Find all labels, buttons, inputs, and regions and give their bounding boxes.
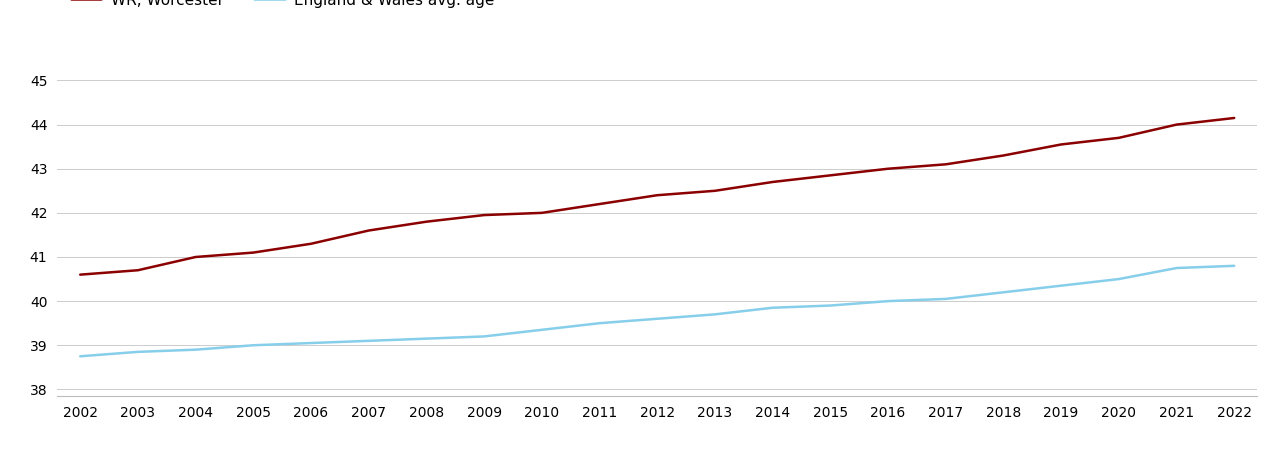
England & Wales avg. age	[188, 347, 203, 352]
WR, Worcester	[361, 228, 376, 233]
England & Wales avg. age	[72, 354, 88, 359]
WR, Worcester	[72, 272, 88, 277]
WR, Worcester	[188, 254, 203, 260]
WR, Worcester	[880, 166, 895, 171]
Line: WR, Worcester: WR, Worcester	[80, 118, 1234, 274]
WR, Worcester	[823, 173, 838, 178]
WR, Worcester	[765, 179, 780, 184]
WR, Worcester	[592, 201, 607, 207]
England & Wales avg. age	[880, 298, 895, 304]
England & Wales avg. age	[476, 334, 491, 339]
England & Wales avg. age	[996, 290, 1011, 295]
England & Wales avg. age	[765, 305, 780, 310]
WR, Worcester	[419, 219, 434, 225]
WR, Worcester	[131, 268, 146, 273]
WR, Worcester	[939, 162, 954, 167]
WR, Worcester	[996, 153, 1011, 158]
England & Wales avg. age	[823, 303, 838, 308]
Legend: WR, Worcester, England & Wales avg. age: WR, Worcester, England & Wales avg. age	[65, 0, 500, 14]
England & Wales avg. age	[304, 340, 319, 346]
England & Wales avg. age	[1227, 263, 1242, 269]
WR, Worcester	[304, 241, 319, 247]
WR, Worcester	[245, 250, 260, 255]
England & Wales avg. age	[131, 349, 146, 355]
Line: England & Wales avg. age: England & Wales avg. age	[80, 266, 1234, 356]
England & Wales avg. age	[1111, 276, 1126, 282]
WR, Worcester	[476, 212, 491, 218]
England & Wales avg. age	[1168, 266, 1184, 271]
England & Wales avg. age	[419, 336, 434, 342]
England & Wales avg. age	[649, 316, 664, 321]
England & Wales avg. age	[535, 327, 550, 333]
WR, Worcester	[649, 193, 664, 198]
England & Wales avg. age	[1054, 283, 1069, 288]
England & Wales avg. age	[361, 338, 376, 343]
England & Wales avg. age	[592, 320, 607, 326]
England & Wales avg. age	[707, 312, 723, 317]
WR, Worcester	[1111, 135, 1126, 140]
England & Wales avg. age	[245, 342, 260, 348]
WR, Worcester	[1054, 142, 1069, 147]
WR, Worcester	[1168, 122, 1184, 127]
WR, Worcester	[535, 210, 550, 216]
England & Wales avg. age	[939, 296, 954, 302]
WR, Worcester	[1227, 115, 1242, 121]
WR, Worcester	[707, 188, 723, 194]
